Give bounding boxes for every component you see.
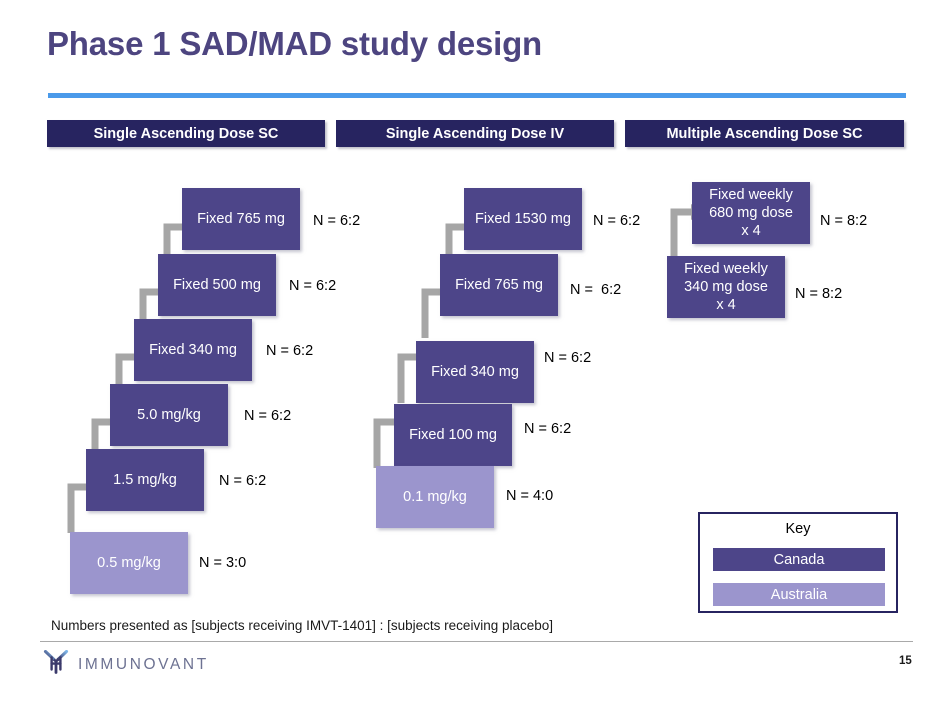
antibody-y-icon (43, 649, 69, 679)
dose-box-c2-1530[interactable]: Fixed 1530 mg (464, 188, 582, 250)
dose-box-c1-15mgkg[interactable]: 1.5 mg/kg (86, 449, 204, 511)
n-label-c1-05mgkg: N = 3:0 (199, 555, 247, 571)
page-title: Phase 1 SAD/MAD study design (47, 25, 543, 62)
column-header-sad-sc: Single Ascending Dose SC (47, 120, 325, 147)
dose-box-c3-680[interactable]: Fixed weekly 680 mg dose x 4 (692, 182, 810, 244)
n-label-c1-340: N = 6:2 (266, 343, 314, 359)
n-label-c3-340: N = 8:2 (795, 286, 843, 302)
key-title: Key (785, 521, 811, 537)
page-number: 15 (899, 655, 912, 667)
title-accent-rule (48, 93, 906, 98)
dose-box-c3-340[interactable]: Fixed weekly 340 mg dose x 4 (667, 256, 785, 318)
dose-box-c2-340[interactable]: Fixed 340 mg (416, 341, 534, 403)
footer-divider (40, 641, 913, 642)
key-item-canada: Canada (713, 548, 885, 571)
dose-box-c2-01mgkg[interactable]: 0.1 mg/kg (376, 466, 494, 528)
dose-box-c1-340[interactable]: Fixed 340 mg (134, 319, 252, 381)
logo-wordmark: IMMUNOVANT (78, 655, 209, 673)
n-label-c3-680: N = 8:2 (820, 213, 868, 229)
company-logo: IMMUNOVANT (43, 649, 209, 679)
n-label-c1-500: N = 6:2 (289, 278, 337, 294)
dose-box-c2-100[interactable]: Fixed 100 mg (394, 404, 512, 466)
dose-box-c1-500[interactable]: Fixed 500 mg (158, 254, 276, 316)
dose-box-c1-05mgkg[interactable]: 0.5 mg/kg (70, 532, 188, 594)
n-label-c2-01mgkg: N = 4:0 (506, 488, 554, 504)
n-label-c2-1530: N = 6:2 (593, 213, 641, 229)
column-header-sad-iv: Single Ascending Dose IV (336, 120, 614, 147)
column-header-mad-sc: Multiple Ascending Dose SC (625, 120, 904, 147)
footnote-text: Numbers presented as [subjects receiving… (51, 618, 553, 633)
n-label-c1-5mgkg: N = 6:2 (244, 408, 292, 424)
key-item-australia: Australia (713, 583, 885, 606)
n-label-c2-765: N = 6:2 (570, 282, 622, 298)
n-label-c1-765: N = 6:2 (313, 213, 361, 229)
n-label-c1-15mgkg: N = 6:2 (219, 473, 267, 489)
dose-box-c2-765[interactable]: Fixed 765 mg (440, 254, 558, 316)
dose-box-c1-5mgkg[interactable]: 5.0 mg/kg (110, 384, 228, 446)
n-label-c2-340: N = 6:2 (544, 350, 592, 366)
key-legend: Key Canada Australia (698, 512, 898, 613)
dose-box-c1-765[interactable]: Fixed 765 mg (182, 188, 300, 250)
n-label-c2-100: N = 6:2 (524, 421, 572, 437)
